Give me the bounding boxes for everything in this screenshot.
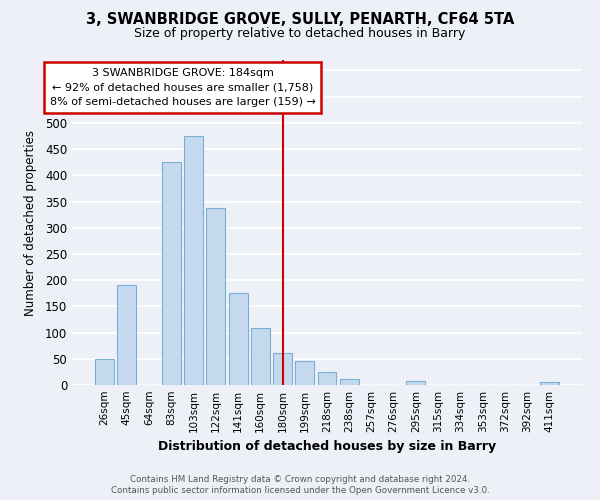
Text: Size of property relative to detached houses in Barry: Size of property relative to detached ho… <box>134 28 466 40</box>
Bar <box>251 328 270 385</box>
Text: 3 SWANBRIDGE GROVE: 184sqm  
← 92% of detached houses are smaller (1,758)
8% of : 3 SWANBRIDGE GROVE: 184sqm ← 92% of deta… <box>50 68 316 108</box>
Bar <box>540 382 559 385</box>
Bar <box>317 372 337 385</box>
Text: Contains public sector information licensed under the Open Government Licence v3: Contains public sector information licen… <box>110 486 490 495</box>
Y-axis label: Number of detached properties: Number of detached properties <box>23 130 37 316</box>
Bar <box>229 294 248 385</box>
Bar <box>406 381 425 385</box>
Bar <box>295 362 314 385</box>
Bar <box>340 378 359 385</box>
Bar <box>273 352 292 385</box>
Bar <box>206 208 225 385</box>
Bar <box>95 359 114 385</box>
Bar <box>162 162 181 385</box>
Bar <box>184 136 203 385</box>
Bar <box>118 286 136 385</box>
Text: Contains HM Land Registry data © Crown copyright and database right 2024.: Contains HM Land Registry data © Crown c… <box>130 475 470 484</box>
Text: 3, SWANBRIDGE GROVE, SULLY, PENARTH, CF64 5TA: 3, SWANBRIDGE GROVE, SULLY, PENARTH, CF6… <box>86 12 514 28</box>
X-axis label: Distribution of detached houses by size in Barry: Distribution of detached houses by size … <box>158 440 496 454</box>
